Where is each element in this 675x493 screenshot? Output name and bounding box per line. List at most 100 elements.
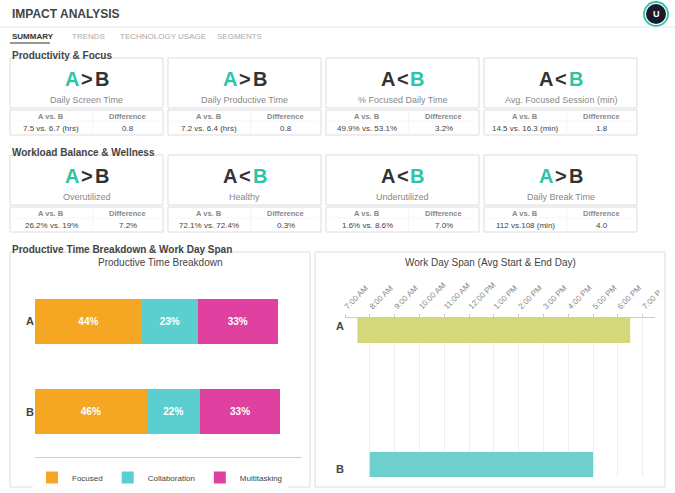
svg-text:A: A: [539, 68, 553, 90]
svg-text:Work Day Span (Avg Start & End: Work Day Span (Avg Start & End Day): [405, 257, 576, 268]
svg-text:3.2%: 3.2%: [435, 124, 453, 133]
svg-text:A vs. B: A vs. B: [38, 209, 64, 218]
svg-text:A vs. B: A vs. B: [196, 112, 222, 121]
svg-text:<: <: [555, 68, 567, 90]
svg-text:22%: 22%: [163, 406, 183, 417]
svg-text:B: B: [336, 463, 344, 475]
svg-text:A: A: [539, 165, 553, 187]
svg-text:>: >: [239, 68, 251, 90]
svg-text:9:00 AM: 9:00 AM: [392, 284, 419, 311]
svg-text:IMPACT ANALYSIS: IMPACT ANALYSIS: [12, 7, 120, 21]
svg-text:Difference: Difference: [425, 112, 462, 121]
svg-text:Difference: Difference: [267, 209, 304, 218]
svg-text:A: A: [65, 165, 79, 187]
svg-text:A vs. B: A vs. B: [512, 209, 538, 218]
svg-text:112 vs.108 (min): 112 vs.108 (min): [496, 221, 555, 230]
svg-text:0.8: 0.8: [280, 124, 292, 133]
svg-text:1.6% vs. 8.6%: 1.6% vs. 8.6%: [342, 221, 393, 230]
svg-text:14.5 vs. 16.3 (min): 14.5 vs. 16.3 (min): [492, 124, 559, 133]
svg-text:72.1% vs. 72.4%: 72.1% vs. 72.4%: [179, 221, 239, 230]
svg-text:<: <: [397, 165, 409, 187]
svg-text:<: <: [397, 68, 409, 90]
svg-text:7.5 vs. 6.7 (hrs): 7.5 vs. 6.7 (hrs): [23, 124, 79, 133]
svg-text:0.3%: 0.3%: [277, 221, 295, 230]
svg-text:23%: 23%: [160, 316, 180, 327]
svg-text:A: A: [223, 68, 237, 90]
svg-text:Collaboration: Collaboration: [148, 474, 195, 483]
svg-text:4:00 PM: 4:00 PM: [566, 283, 594, 311]
svg-text:A: A: [65, 68, 79, 90]
svg-text:A: A: [381, 68, 395, 90]
svg-text:Difference: Difference: [425, 209, 462, 218]
svg-text:Focused: Focused: [72, 474, 103, 483]
svg-text:49.9% vs. 53.1%: 49.9% vs. 53.1%: [337, 124, 397, 133]
svg-text:Avg. Focused Session (min): Avg. Focused Session (min): [505, 95, 617, 105]
svg-text:7.2%: 7.2%: [119, 221, 137, 230]
svg-text:33%: 33%: [230, 406, 250, 417]
svg-text:A: A: [223, 165, 237, 187]
svg-text:U: U: [653, 9, 660, 19]
svg-text:Daily Productive Time: Daily Productive Time: [201, 95, 288, 105]
svg-text:7.2 vs. 6.4 (hrs): 7.2 vs. 6.4 (hrs): [181, 124, 237, 133]
svg-text:B: B: [95, 165, 109, 187]
svg-text:A vs. B: A vs. B: [354, 112, 380, 121]
svg-text:TRENDS: TRENDS: [72, 32, 105, 41]
svg-text:SUMMARY: SUMMARY: [12, 32, 54, 41]
svg-text:10:00 AM: 10:00 AM: [417, 281, 448, 312]
svg-text:Workload Balance & Wellness: Workload Balance & Wellness: [12, 147, 155, 158]
svg-text:8:00 AM: 8:00 AM: [368, 284, 395, 311]
svg-text:Productive Time Breakdown & Wo: Productive Time Breakdown & Work Day Spa…: [12, 244, 232, 255]
svg-text:6:00 PM: 6:00 PM: [616, 283, 644, 311]
svg-text:12:00 PM: 12:00 PM: [467, 280, 498, 311]
svg-text:Productivity & Focus: Productivity & Focus: [12, 50, 112, 61]
svg-text:B: B: [253, 68, 267, 90]
svg-text:<: <: [239, 165, 251, 187]
svg-text:B: B: [26, 406, 34, 418]
svg-text:Multitasking: Multitasking: [240, 474, 282, 483]
svg-text:TECHNOLOGY USAGE: TECHNOLOGY USAGE: [120, 32, 206, 41]
svg-text:B: B: [253, 165, 267, 187]
svg-text:Daily Break Time: Daily Break Time: [527, 192, 595, 202]
svg-text:Difference: Difference: [583, 112, 620, 121]
svg-text:A vs. B: A vs. B: [512, 112, 538, 121]
svg-text:Difference: Difference: [583, 209, 620, 218]
svg-text:A vs. B: A vs. B: [196, 209, 222, 218]
svg-text:2:00 PM: 2:00 PM: [516, 283, 544, 311]
svg-text:>: >: [81, 68, 93, 90]
svg-text:1.8: 1.8: [596, 124, 608, 133]
svg-text:Difference: Difference: [267, 112, 304, 121]
svg-text:% Focused Daily Time: % Focused Daily Time: [358, 95, 448, 105]
svg-text:B: B: [95, 68, 109, 90]
svg-text:4.0: 4.0: [596, 221, 608, 230]
svg-text:7.0%: 7.0%: [435, 221, 453, 230]
svg-text:Underutilized: Underutilized: [376, 192, 429, 202]
svg-text:Difference: Difference: [109, 209, 146, 218]
svg-text:A: A: [336, 320, 344, 332]
svg-text:Daily Screen Time: Daily Screen Time: [50, 95, 123, 105]
svg-text:A vs. B: A vs. B: [354, 209, 380, 218]
svg-text:B: B: [410, 165, 424, 187]
svg-text:7:00 P: 7:00 P: [640, 288, 663, 311]
svg-text:Healthy: Healthy: [229, 192, 260, 202]
svg-text:Productive Time Breakdown: Productive Time Breakdown: [98, 257, 223, 268]
svg-text:A vs. B: A vs. B: [38, 112, 64, 121]
svg-text:0.8: 0.8: [122, 124, 134, 133]
svg-text:1:00 PM: 1:00 PM: [492, 283, 520, 311]
svg-text:3:00 PM: 3:00 PM: [541, 283, 569, 311]
svg-text:Difference: Difference: [109, 112, 146, 121]
svg-text:11:00 AM: 11:00 AM: [442, 281, 472, 311]
svg-text:44%: 44%: [78, 316, 98, 327]
svg-text:B: B: [569, 68, 583, 90]
svg-text:33%: 33%: [228, 316, 248, 327]
svg-text:A: A: [26, 315, 34, 327]
svg-text:46%: 46%: [81, 406, 101, 417]
svg-text:7:00 AM: 7:00 AM: [343, 284, 370, 311]
svg-text:26.2% vs. 19%: 26.2% vs. 19%: [25, 221, 78, 230]
svg-text:>: >: [81, 165, 93, 187]
svg-text:A: A: [381, 165, 395, 187]
svg-text:B: B: [569, 165, 583, 187]
svg-text:SEGMENTS: SEGMENTS: [217, 32, 262, 41]
svg-text:B: B: [410, 68, 424, 90]
svg-text:>: >: [555, 165, 567, 187]
svg-text:Overutilized: Overutilized: [63, 192, 111, 202]
